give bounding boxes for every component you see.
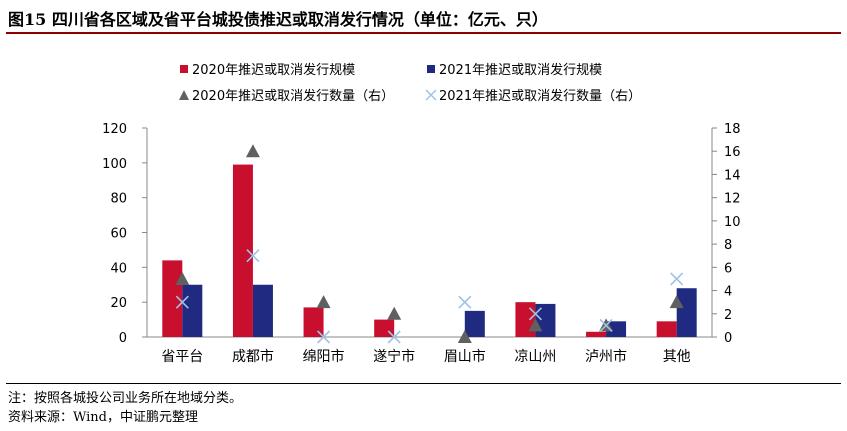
bar-2021 — [676, 288, 697, 337]
legend-swatch — [180, 65, 188, 73]
triangle-marker-2020 — [669, 295, 684, 309]
bar-2021 — [464, 310, 485, 337]
cross-marker-2021 — [458, 295, 472, 309]
right-tick-label: 8 — [724, 238, 732, 253]
cross-marker-2021 — [175, 295, 189, 309]
legend-label: 2020年推迟或取消发行数量（右） — [192, 88, 394, 104]
category-label: 凉山州 — [514, 349, 556, 365]
source-note: 资料来源：Wind，中证鹏元整理 — [8, 410, 198, 425]
category-label: 遂宁市 — [373, 348, 415, 365]
bar-2020 — [515, 302, 536, 337]
bar-2020 — [303, 307, 324, 337]
category-label: 眉山市 — [444, 348, 486, 365]
left-tick-label: 0 — [119, 331, 127, 346]
legend-cross-icon — [425, 89, 437, 101]
right-tick-label: 6 — [724, 261, 732, 276]
right-tick-label: 14 — [724, 168, 741, 183]
category-label: 其他 — [663, 349, 691, 365]
footnote: 注：按照各城投公司业务所在地域分类。 — [8, 391, 243, 406]
triangle-marker-2020 — [245, 144, 260, 158]
footer-divider — [6, 383, 841, 384]
legend-label: 2020年推迟或取消发行规模 — [192, 62, 355, 78]
bar-2020 — [586, 331, 607, 337]
triangle-marker-2020 — [528, 318, 543, 332]
bar-2020 — [162, 260, 183, 337]
category-label: 省平台 — [161, 349, 203, 365]
triangle-marker-2020 — [457, 330, 472, 343]
legend-label: 2021年推迟或取消发行规模 — [439, 62, 602, 78]
triangle-marker-2020 — [387, 306, 402, 320]
bar-2021 — [535, 303, 556, 337]
right-tick-label: 10 — [724, 215, 741, 230]
category-label: 绵阳市 — [303, 348, 345, 365]
cross-marker-2021 — [316, 330, 331, 344]
cross-marker-2021 — [528, 307, 543, 321]
chart-title: 图15 四川省各区域及省平台城投债推迟或取消发行情况（单位：亿元、只） — [8, 10, 548, 29]
cross-marker-2021 — [246, 249, 260, 263]
right-tick-label: 16 — [724, 145, 741, 160]
right-tick-label: 4 — [724, 285, 732, 300]
left-tick-label: 100 — [102, 157, 127, 172]
bar-2021 — [182, 284, 203, 337]
title-divider — [6, 32, 841, 34]
left-tick-label: 120 — [102, 122, 127, 137]
cross-marker-2021 — [670, 272, 684, 286]
right-tick-label: 0 — [724, 331, 732, 346]
right-tick-label: 12 — [724, 192, 741, 207]
cross-marker-2021 — [599, 318, 613, 332]
category-label: 泸州市 — [585, 348, 627, 365]
right-tick-label: 2 — [724, 308, 732, 323]
left-tick-label: 60 — [110, 227, 127, 242]
left-tick-label: 40 — [110, 261, 127, 276]
legend-label: 2021年推迟或取消发行数量（右） — [439, 88, 641, 104]
legend-swatch — [427, 65, 435, 73]
right-tick-label: 18 — [724, 122, 741, 137]
triangle-marker-2020 — [175, 271, 190, 285]
bar-2020 — [232, 164, 253, 337]
left-tick-label: 80 — [110, 192, 127, 207]
bar-2021 — [606, 321, 627, 337]
legend-triangle-icon — [179, 90, 189, 100]
left-tick-label: 20 — [110, 296, 127, 311]
triangle-marker-2020 — [316, 295, 331, 309]
category-label: 成都市 — [232, 348, 274, 365]
bar-2021 — [252, 284, 273, 337]
cross-marker-2021 — [387, 330, 401, 344]
bar-2020 — [656, 321, 677, 337]
